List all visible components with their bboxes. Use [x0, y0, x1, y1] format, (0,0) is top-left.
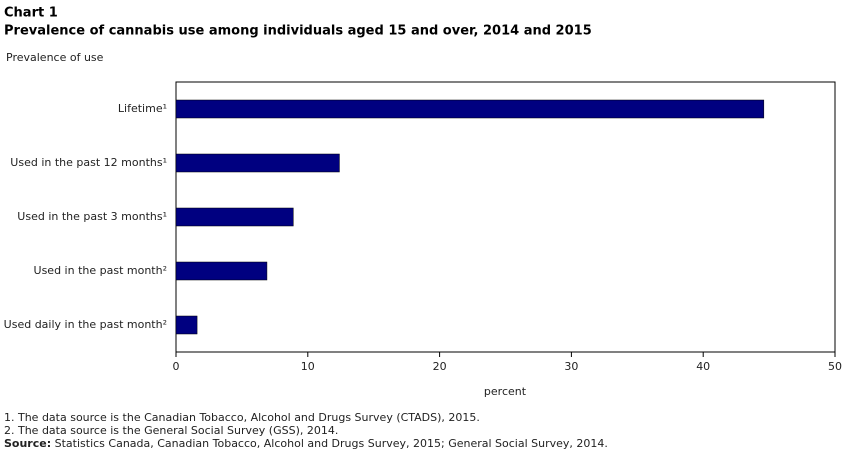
bar — [175, 207, 294, 227]
y-axis-label: Prevalence of use — [6, 51, 104, 64]
bar — [175, 99, 765, 119]
chart-title: Chart 1 — [4, 6, 58, 21]
x-tick-label: 40 — [696, 360, 710, 373]
bar — [175, 315, 198, 335]
x-tick-label: 0 — [173, 360, 180, 373]
x-tick-label: 30 — [564, 360, 578, 373]
bar — [175, 261, 268, 281]
x-tick-label: 50 — [828, 360, 842, 373]
x-tick-label: 20 — [433, 360, 447, 373]
y-tick-label: Lifetime¹ — [118, 102, 167, 115]
y-tick-label: Used daily in the past month² — [4, 318, 167, 331]
source-text: Statistics Canada, Canadian Tobacco, Alc… — [51, 437, 608, 450]
footnote: 1. The data source is the Canadian Tobac… — [4, 411, 480, 424]
source: Source: Statistics Canada, Canadian Toba… — [4, 437, 608, 450]
chart-subtitle: Prevalence of cannabis use among individ… — [4, 24, 592, 39]
y-tick-label: Used in the past 12 months¹ — [10, 156, 167, 169]
bar — [175, 153, 340, 173]
footnote: 2. The data source is the General Social… — [4, 424, 338, 437]
x-axis-label: percent — [484, 385, 527, 398]
x-tick-label: 10 — [301, 360, 315, 373]
y-tick-label: Used in the past 3 months¹ — [17, 210, 167, 223]
source-label: Source: — [4, 437, 51, 450]
y-tick-label: Used in the past month² — [34, 264, 167, 277]
